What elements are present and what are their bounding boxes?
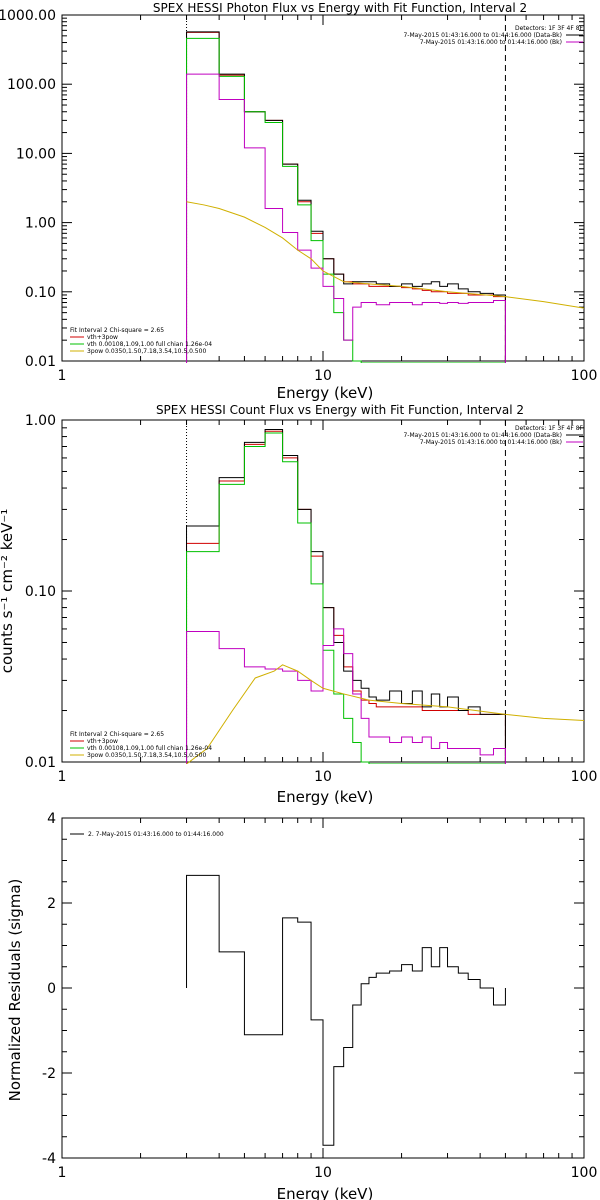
y-tick-label: 10.00 — [16, 146, 56, 162]
y-tick-label: 0.10 — [25, 285, 56, 301]
x-tick-label: 10 — [314, 368, 332, 384]
panel2-legend-top-entry-2: 7-May-2015 01:43:16.000 to 01:44:16.000 … — [420, 439, 562, 446]
panel3-x-axis-label: Energy (keV) — [277, 1185, 374, 1200]
y-tick-label: 100.00 — [7, 77, 56, 93]
x-tick-label: 100 — [571, 1165, 598, 1181]
y-tick-label: 4 — [47, 811, 56, 827]
panel2-x-axis-label: Energy (keV) — [277, 788, 374, 806]
panel1-title: SPEX HESSI Photon Flux vs Energy with Fi… — [153, 1, 527, 15]
y-tick-label: 2 — [47, 896, 56, 912]
panel2-legend-top-header: Detectors: 1F 3F 4F 8F — [515, 425, 584, 432]
panel2-legend-bottom-entry-3: 3pow 0.0350,1.50,7.18,3.54,10.5,0.500 — [87, 752, 206, 759]
x-tick-label: 100 — [571, 368, 598, 384]
y-tick-label: 0.10 — [25, 584, 56, 600]
panel3-marks: 1 10 100 4 2 0 -2 -4 — [42, 811, 597, 1181]
panel3-legend-entry: 2. 7-May-2015 01:43:16.000 to 01:44:16.0… — [88, 831, 224, 838]
panel1-x-axis-label: Energy (keV) — [277, 384, 374, 402]
series-line-vth-3pow — [186, 31, 506, 363]
panel1-legend-bottom: Fit Interval 2 Chi-square = 2.65 vth+3po… — [70, 327, 212, 355]
x-tick-label: 1 — [58, 1165, 67, 1181]
x-tick-label: 10 — [314, 1165, 332, 1181]
x-tick-label: 1 — [58, 769, 67, 785]
photon-flux-panel: SPEX HESSI Photon Flux vs Energy with Fi… — [0, 1, 597, 402]
y-tick-label: 0 — [47, 981, 56, 997]
panel3-legend: 2. 7-May-2015 01:43:16.000 to 01:44:16.0… — [70, 831, 224, 838]
panel1-legend-bottom-entry-2: vth 0.00108,1.09,1.00 full chian 1.26e-0… — [87, 341, 212, 348]
y-tick-label: 0.01 — [25, 354, 56, 370]
residuals-panel: 1 10 100 4 2 0 -2 -4 Energy (keV) Normalized Re… — [6, 811, 597, 1200]
panel1-legend-bottom-entry-3: 3pow 0.0350,1.50,7.18,3.54,10.5,0.500 — [87, 348, 206, 355]
series-line-bk — [186, 73, 506, 363]
series-line-3pow — [186, 664, 584, 764]
panel1-legend-top-entry-2: 7-May-2015 01:43:16.000 to 01:44:16.000 … — [420, 39, 562, 46]
y-tick-label: -4 — [42, 1151, 56, 1167]
panel2-y-axis-label: counts s⁻¹ cm⁻² keV⁻¹ — [0, 509, 16, 674]
series-line-vth-3pow — [186, 430, 506, 764]
panel1-legend-bottom-header: Fit Interval 2 Chi-square = 2.65 — [70, 327, 164, 334]
panel1-legend-bottom-entry-1: vth+3pow — [87, 334, 118, 341]
panel1-legend-top-entry-1: 7-May-2015 01:43:16.000 to 01:44:16.000 … — [403, 32, 562, 39]
panel2-legend-bottom-header: Fit Interval 2 Chi-square = 2.65 — [70, 731, 164, 738]
panel1-legend-top: Detectors: 1F 3F 4F 8F 7-May-2015 01:43:… — [403, 25, 583, 46]
panel3-y-axis-label: Normalized Residuals (sigma) — [6, 879, 24, 1102]
panel2-legend-bottom: Fit Interval 2 Chi-square = 2.65 vth+3po… — [70, 731, 212, 759]
panel1-marks: 1 10 100 1000.00 100.00 10.00 1.00 0.10 0.01 — [0, 8, 597, 384]
panel2-legend-top-entry-1: 7-May-2015 01:43:16.000 to 01:44:16.000 … — [403, 432, 562, 439]
series-line-vth — [186, 37, 506, 363]
x-tick-label: 1 — [58, 368, 67, 384]
series-line-vth — [186, 432, 506, 764]
panel2-title: SPEX HESSI Count Flux vs Energy with Fit… — [156, 403, 524, 417]
y-tick-label: 1.00 — [25, 216, 56, 232]
y-tick-label: -2 — [42, 1066, 56, 1082]
series-line-3pow — [186, 201, 584, 309]
series-line-bk — [186, 628, 506, 764]
panel1-legend-top-header: Detectors: 1F 3F 4F 8F — [515, 25, 584, 32]
panel2-marks: 1 10 100 1.00 0.10 0.01 — [25, 413, 598, 785]
x-tick-label: 100 — [571, 769, 598, 785]
y-tick-label: 1.00 — [25, 413, 56, 429]
y-tick-label: 0.01 — [25, 755, 56, 771]
series-line-data — [186, 428, 506, 764]
panel2-legend-bottom-entry-1: vth+3pow — [87, 738, 118, 745]
count-flux-panel: SPEX HESSI Count Flux vs Energy with Fit… — [0, 403, 597, 806]
series-line-data — [186, 874, 506, 1146]
panel2-legend-top: Detectors: 1F 3F 4F 8F 7-May-2015 01:43:… — [403, 425, 583, 446]
x-tick-label: 10 — [314, 769, 332, 785]
panel2-legend-bottom-entry-2: vth 0.00108,1.09,1.00 full chian 1.26e-0… — [87, 745, 212, 752]
series-line-data — [186, 31, 506, 363]
y-tick-label: 1000.00 — [0, 8, 56, 24]
